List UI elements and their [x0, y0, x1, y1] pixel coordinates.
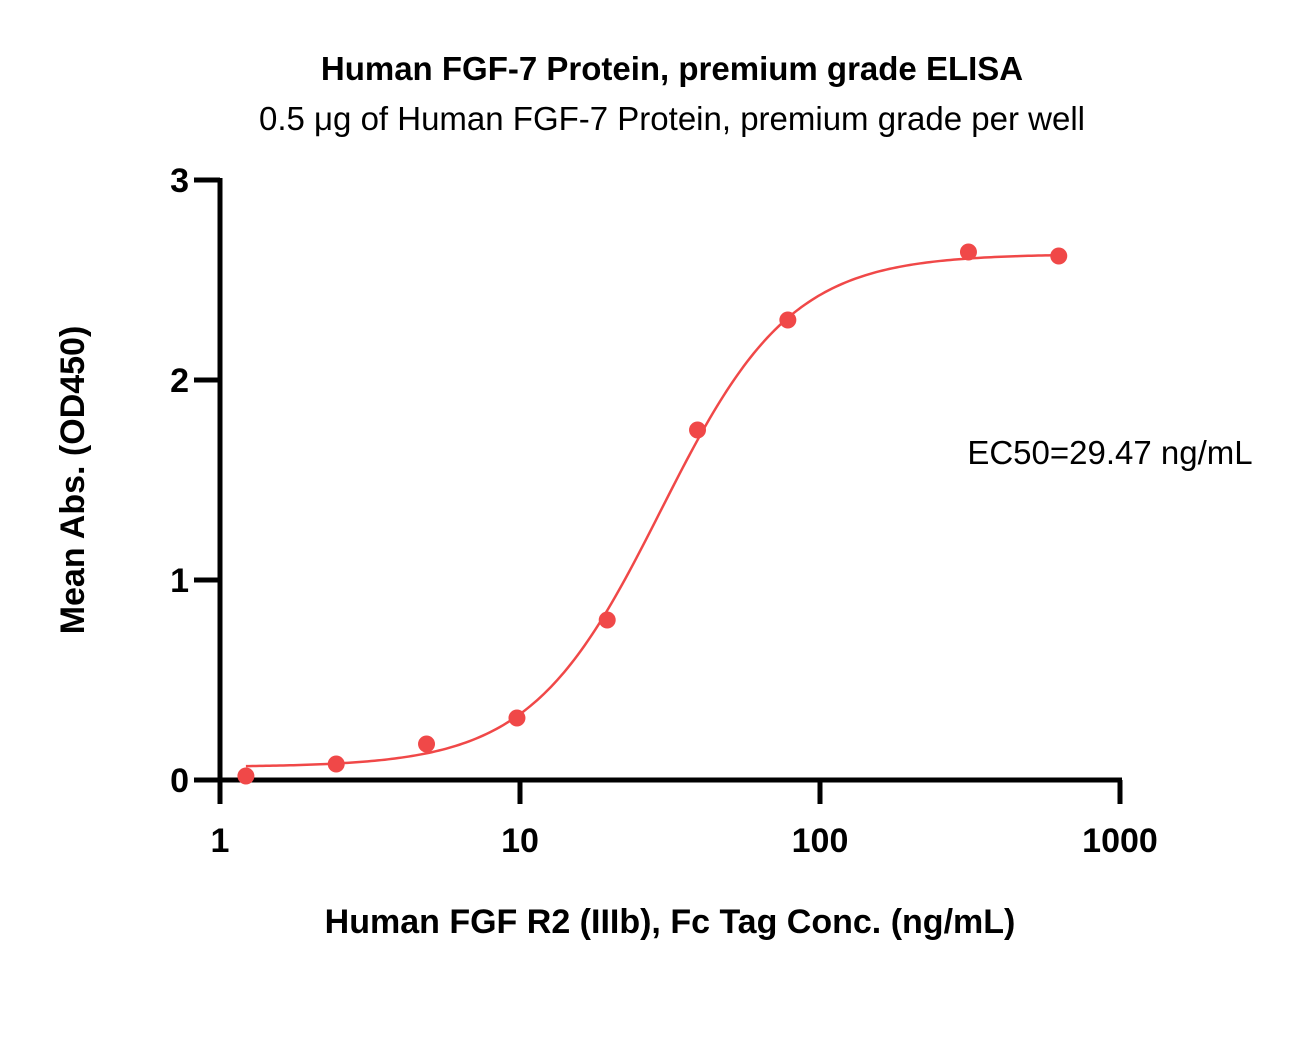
- x-tick-label: 1000: [1082, 822, 1158, 860]
- data-point: [1050, 247, 1068, 265]
- y-tick-label: 2: [170, 362, 189, 400]
- data-point: [598, 611, 616, 629]
- data-point: [327, 755, 345, 773]
- y-axis-label: Mean Abs. (OD450): [54, 326, 92, 635]
- ec50-annotation: EC50=29.47 ng/mL: [967, 434, 1252, 471]
- x-tick-label: 100: [792, 822, 849, 860]
- y-tick-label: 0: [170, 762, 189, 800]
- fit-curve: [245, 253, 1059, 768]
- x-axis-label: Human FGF R2 (IIIb), Fc Tag Conc. (ng/mL…: [325, 903, 1016, 941]
- data-point: [689, 421, 707, 439]
- chart-subtitle: 0.5 μg of Human FGF-7 Protein, premium g…: [259, 100, 1085, 137]
- data-point: [418, 735, 436, 753]
- data-points: [237, 243, 1068, 785]
- y-tick-label: 1: [170, 562, 189, 600]
- y-axis-ticks: 0 1 2 3: [170, 162, 220, 800]
- x-tick-label: 10: [501, 822, 539, 860]
- x-tick-label: 1: [211, 822, 230, 860]
- x-axis: 1 10 100 1000: [211, 777, 1158, 860]
- data-point: [779, 311, 797, 329]
- y-tick-label: 3: [170, 162, 189, 200]
- y-axis: 0 1 2 3: [170, 162, 223, 800]
- chart-title: Human FGF-7 Protein, premium grade ELISA: [321, 50, 1023, 87]
- x-axis-ticks: 1 10 100 1000: [211, 780, 1158, 860]
- data-point: [508, 709, 526, 727]
- data-point: [959, 243, 977, 261]
- data-point: [237, 767, 255, 785]
